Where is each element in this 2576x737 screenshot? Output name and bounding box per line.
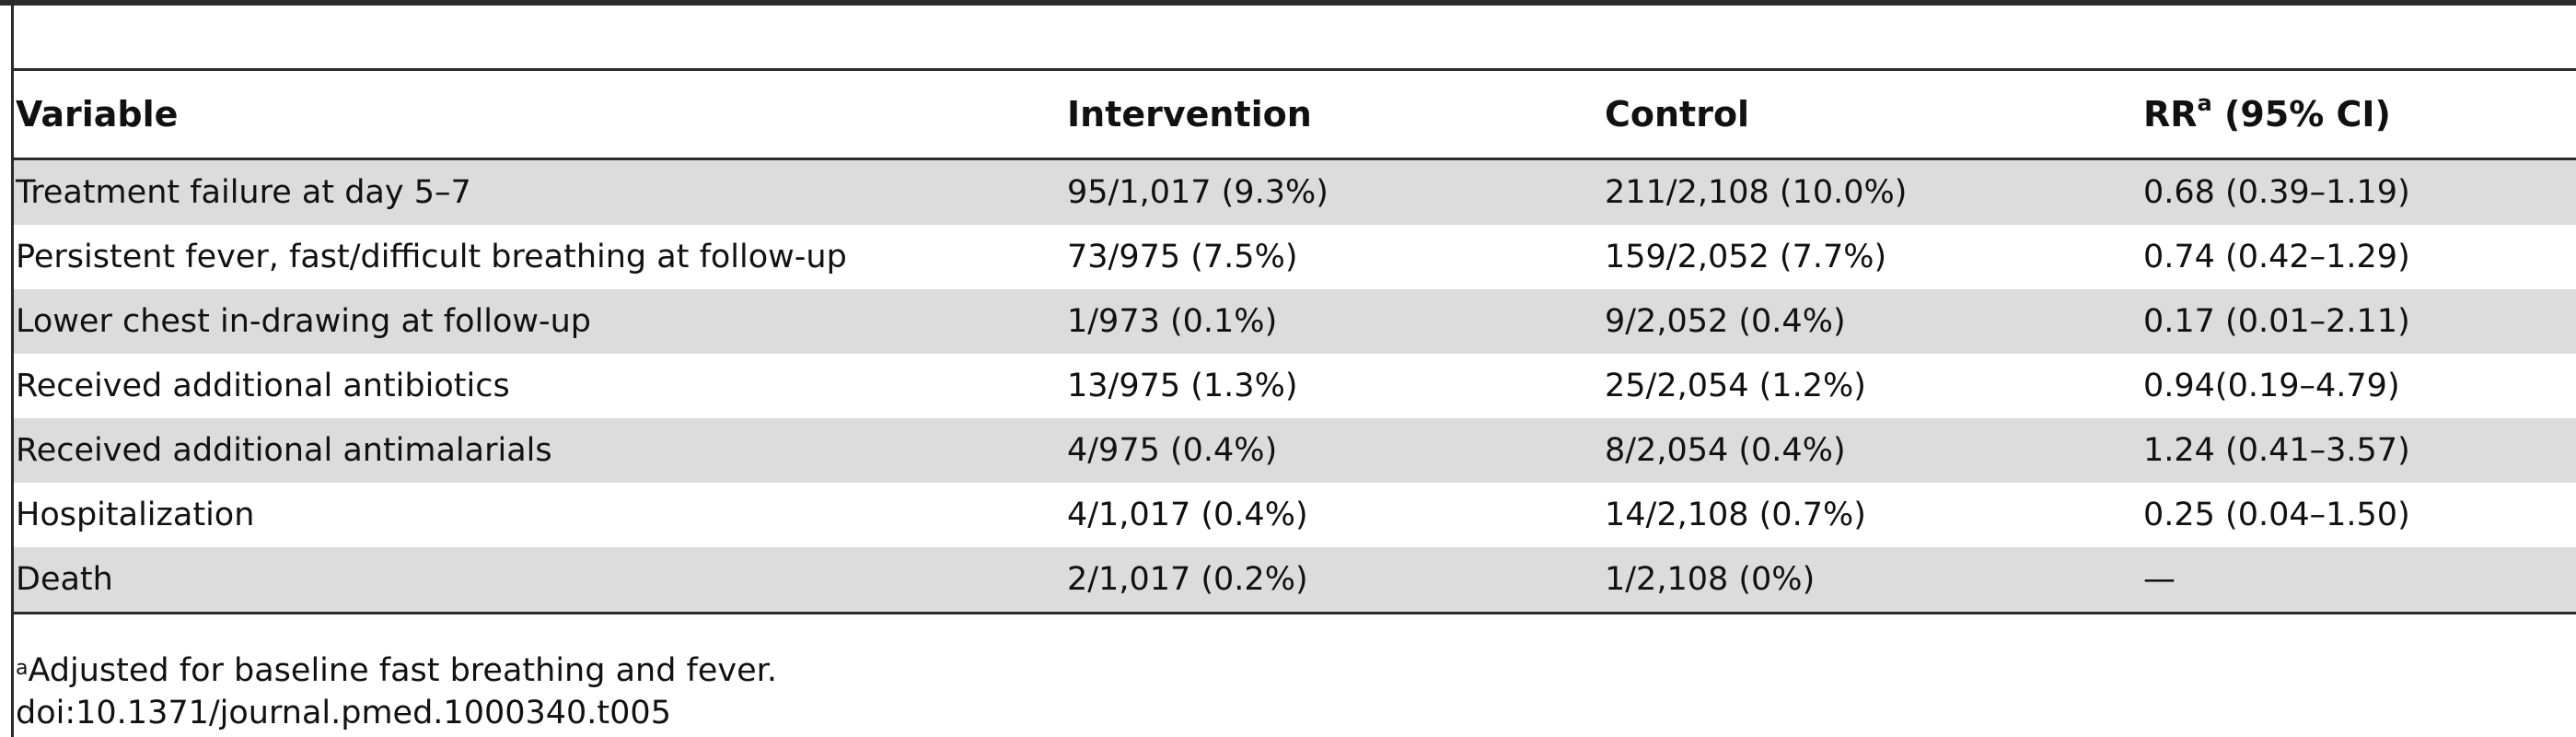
table-body: Treatment failure at day 5–7 95/1,017 (9…	[14, 158, 2576, 614]
table-row: Hospitalization 4/1,017 (0.4%) 14/2,108 …	[14, 483, 2576, 547]
cell-control: 25/2,054 (1.2%)	[1605, 368, 1866, 404]
results-table-container: Variable Intervention Control RRa (95% C…	[14, 68, 2576, 614]
table-row: Received additional antibiotics 13/975 (…	[14, 354, 2576, 418]
top-border	[0, 0, 2576, 6]
header-variable: Variable	[16, 94, 179, 135]
cell-variable: Received additional antibiotics	[16, 368, 510, 404]
doi-text: doi:10.1371/journal.pmed.1000340.t005	[16, 695, 671, 731]
cell-control: 8/2,054 (0.4%)	[1605, 432, 1846, 469]
cell-rr: 0.25 (0.04–1.50)	[2143, 497, 2410, 533]
cell-control: 211/2,108 (10.0%)	[1605, 174, 1908, 211]
table-row: Death 2/1,017 (0.2%) 1/2,108 (0%) —	[14, 547, 2576, 614]
cell-intervention: 2/1,017 (0.2%)	[1067, 561, 1308, 598]
footnote-text: Adjusted for baseline fast breathing and…	[28, 652, 777, 689]
cell-variable: Treatment failure at day 5–7	[16, 174, 471, 211]
cell-intervention: 1/973 (0.1%)	[1067, 303, 1278, 340]
table-row: Treatment failure at day 5–7 95/1,017 (9…	[14, 158, 2576, 225]
cell-rr: 0.74 (0.42–1.29)	[2143, 239, 2410, 275]
cell-control: 9/2,052 (0.4%)	[1605, 303, 1846, 340]
header-rr-ci: (95% CI)	[2211, 94, 2391, 135]
table-row: Lower chest in-drawing at follow-up 1/97…	[14, 289, 2576, 354]
header-control: Control	[1605, 94, 1750, 135]
header-row: Variable Intervention Control RRa (95% C…	[14, 69, 2576, 159]
cell-rr: —	[2143, 561, 2176, 598]
cell-intervention: 4/1,017 (0.4%)	[1067, 497, 1308, 533]
left-border	[11, 0, 14, 737]
cell-variable: Persistent fever, fast/difficult breathi…	[16, 239, 847, 275]
header-intervention: Intervention	[1067, 94, 1312, 135]
table-footnotes: aAdjusted for baseline fast breathing an…	[16, 649, 777, 734]
cell-control: 159/2,052 (7.7%)	[1605, 239, 1887, 275]
cell-intervention: 4/975 (0.4%)	[1067, 432, 1278, 469]
table-header: Variable Intervention Control RRa (95% C…	[14, 69, 2576, 159]
cell-rr: 0.94(0.19–4.79)	[2143, 368, 2400, 404]
header-rr: RRa (95% CI)	[2141, 70, 2576, 159]
header-rr-footnote-marker: a	[2197, 90, 2212, 116]
cell-control: 14/2,108 (0.7%)	[1605, 497, 1866, 533]
table-row: Received additional antimalarials 4/975 …	[14, 418, 2576, 483]
cell-intervention: 95/1,017 (9.3%)	[1067, 174, 1329, 211]
cell-variable: Received additional antimalarials	[16, 432, 552, 469]
cell-control: 1/2,108 (0%)	[1605, 561, 1816, 598]
footnote-adjustment: aAdjusted for baseline fast breathing an…	[16, 649, 777, 692]
cell-variable: Hospitalization	[16, 497, 255, 533]
results-table: Variable Intervention Control RRa (95% C…	[14, 68, 2576, 614]
table-row: Persistent fever, fast/difficult breathi…	[14, 225, 2576, 289]
header-rr-label: RR	[2143, 94, 2198, 135]
cell-intervention: 73/975 (7.5%)	[1067, 239, 1298, 275]
cell-intervention: 13/975 (1.3%)	[1067, 368, 1298, 404]
cell-variable: Lower chest in-drawing at follow-up	[16, 303, 592, 340]
cell-variable: Death	[16, 561, 113, 598]
cell-rr: 0.17 (0.01–2.11)	[2143, 303, 2410, 340]
cell-rr: 1.24 (0.41–3.57)	[2143, 432, 2410, 469]
footnote-marker: a	[16, 657, 29, 680]
cell-rr: 0.68 (0.39–1.19)	[2143, 174, 2410, 211]
